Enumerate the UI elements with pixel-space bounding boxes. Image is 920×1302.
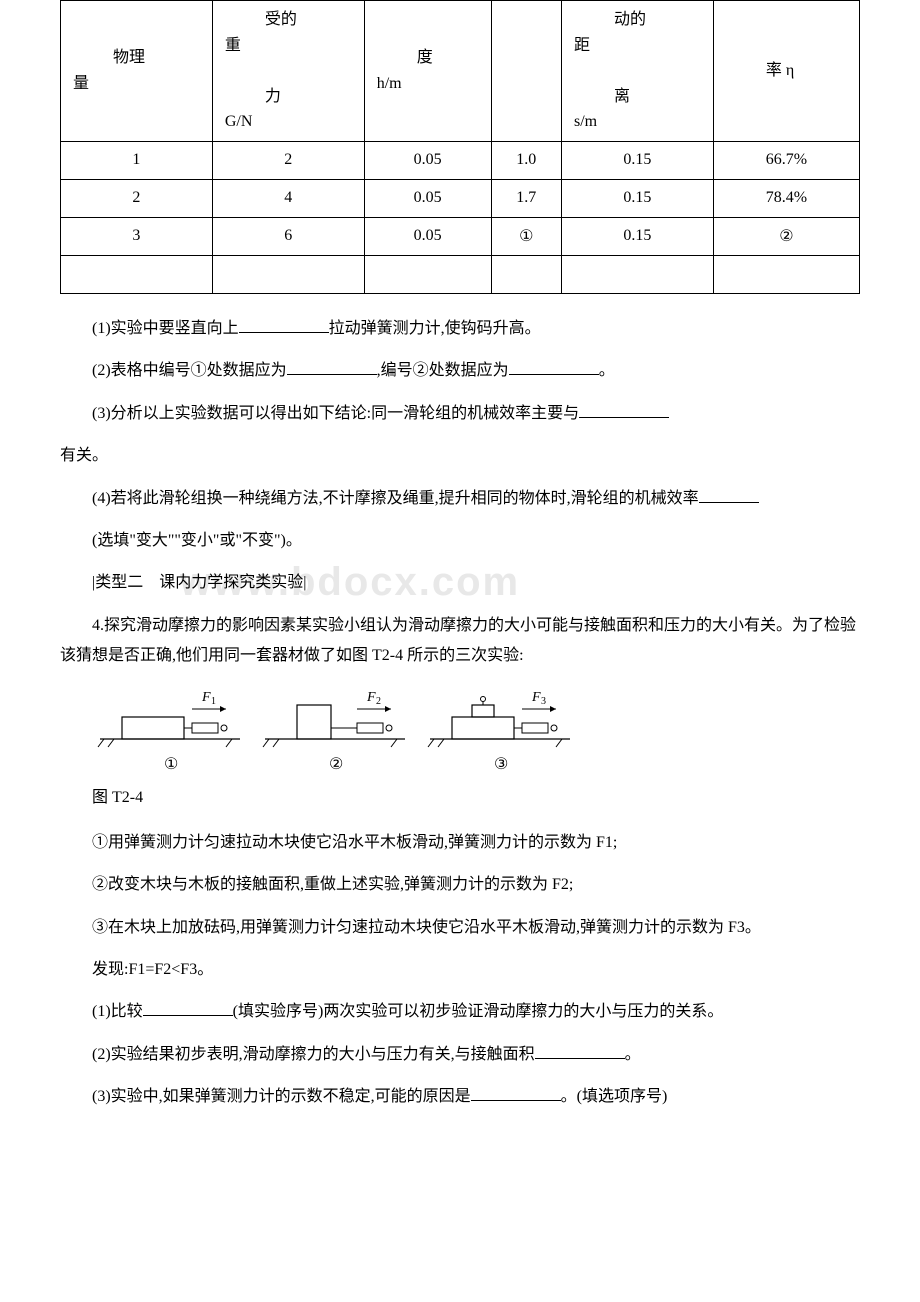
table-cell: 4	[212, 179, 364, 217]
question-4-finding: 发现:F1=F2<F3。	[60, 955, 860, 985]
table-cell: ②	[713, 217, 859, 255]
table-cell: 2	[212, 141, 364, 179]
table-cell	[491, 255, 561, 293]
question-4-1: (1)比较(填实验序号)两次实验可以初步验证滑动摩擦力的大小与压力的关系。	[60, 997, 860, 1027]
table-cell	[561, 255, 713, 293]
table-row: 3 6 0.05 ① 0.15 ②	[61, 217, 860, 255]
table-cell: 0.15	[561, 179, 713, 217]
table-cell: 0.05	[364, 179, 491, 217]
question-4-intro: 4.探究滑动摩擦力的影响因素某实验小组认为滑动摩擦力的大小可能与接触面积和压力的…	[60, 611, 860, 672]
table-cell	[364, 255, 491, 293]
diagram-caption: 图 T2-4	[60, 783, 860, 813]
question-4-2: (2)实验结果初步表明,滑动摩擦力的大小与压力有关,与接触面积。	[60, 1040, 860, 1070]
table-cell	[212, 255, 364, 293]
question-4-step3: ③在木块上加放砝码,用弹簧测力计匀速拉动木块使它沿水平木板滑动,弹簧测力计的示数…	[60, 913, 860, 943]
table-header-2: 受的 重 力 G/N	[212, 1, 364, 142]
question-3-4: (4)若将此滑轮组换一种绕绳方法,不计摩擦及绳重,提升相同的物体时,滑轮组的机械…	[60, 484, 860, 514]
table-cell	[61, 255, 213, 293]
table-cell: 78.4%	[713, 179, 859, 217]
table-cell: 2	[61, 179, 213, 217]
svg-text:1: 1	[211, 696, 216, 707]
table-cell: 0.15	[561, 141, 713, 179]
svg-text:F: F	[531, 690, 541, 705]
question-3-1: (1)实验中要竖直向上拉动弹簧测力计,使钩码升高。	[60, 314, 860, 344]
svg-text:2: 2	[376, 696, 381, 707]
question-3-2: (2)表格中编号①处数据应为,编号②处数据应为。	[60, 356, 860, 386]
question-3-5: (选填"变大""变小"或"不变")。	[60, 526, 860, 556]
table-cell: 1.7	[491, 179, 561, 217]
table-cell	[713, 255, 859, 293]
svg-text:F: F	[201, 690, 211, 705]
table-header-5: 动的 距 离 s/m	[561, 1, 713, 142]
table-cell: 0.05	[364, 217, 491, 255]
experiment-diagram: F 1 ① F 2	[92, 687, 860, 777]
table-header-3: 度 h/m	[364, 1, 491, 142]
question-4-step1: ①用弹簧测力计匀速拉动木块使它沿水平木板滑动,弹簧测力计的示数为 F1;	[60, 828, 860, 858]
svg-text:③: ③	[494, 756, 508, 773]
question-4-step2: ②改变木块与木板的接触面积,重做上述实验,弹簧测力计的示数为 F2;	[60, 870, 860, 900]
svg-text:①: ①	[164, 756, 178, 773]
table-header-1: 物理 量	[61, 1, 213, 142]
data-table: 物理 量 受的 重 力 G/N 度 h/m 动的 距 离 s/m	[60, 0, 860, 294]
table-cell: 6	[212, 217, 364, 255]
table-cell: 0.05	[364, 141, 491, 179]
table-row: 2 4 0.05 1.7 0.15 78.4%	[61, 179, 860, 217]
table-cell: ①	[491, 217, 561, 255]
table-header-4	[491, 1, 561, 142]
section-2-title: |类型二 课内力学探究类实验|	[60, 568, 860, 598]
svg-text:F: F	[366, 690, 376, 705]
svg-text:3: 3	[541, 696, 546, 707]
table-cell: 1.0	[491, 141, 561, 179]
question-4-3: (3)实验中,如果弹簧测力计的示数不稳定,可能的原因是。(填选项序号)	[60, 1082, 860, 1112]
question-3-3b: 有关。	[60, 441, 860, 471]
svg-text:②: ②	[329, 756, 343, 773]
table-row: 1 2 0.05 1.0 0.15 66.7%	[61, 141, 860, 179]
table-cell: 66.7%	[713, 141, 859, 179]
question-3-3: (3)分析以上实验数据可以得出如下结论:同一滑轮组的机械效率主要与	[60, 399, 860, 429]
table-row-empty	[61, 255, 860, 293]
table-cell: 0.15	[561, 217, 713, 255]
table-cell: 1	[61, 141, 213, 179]
table-cell: 3	[61, 217, 213, 255]
table-header-6: 率 η	[713, 1, 859, 142]
